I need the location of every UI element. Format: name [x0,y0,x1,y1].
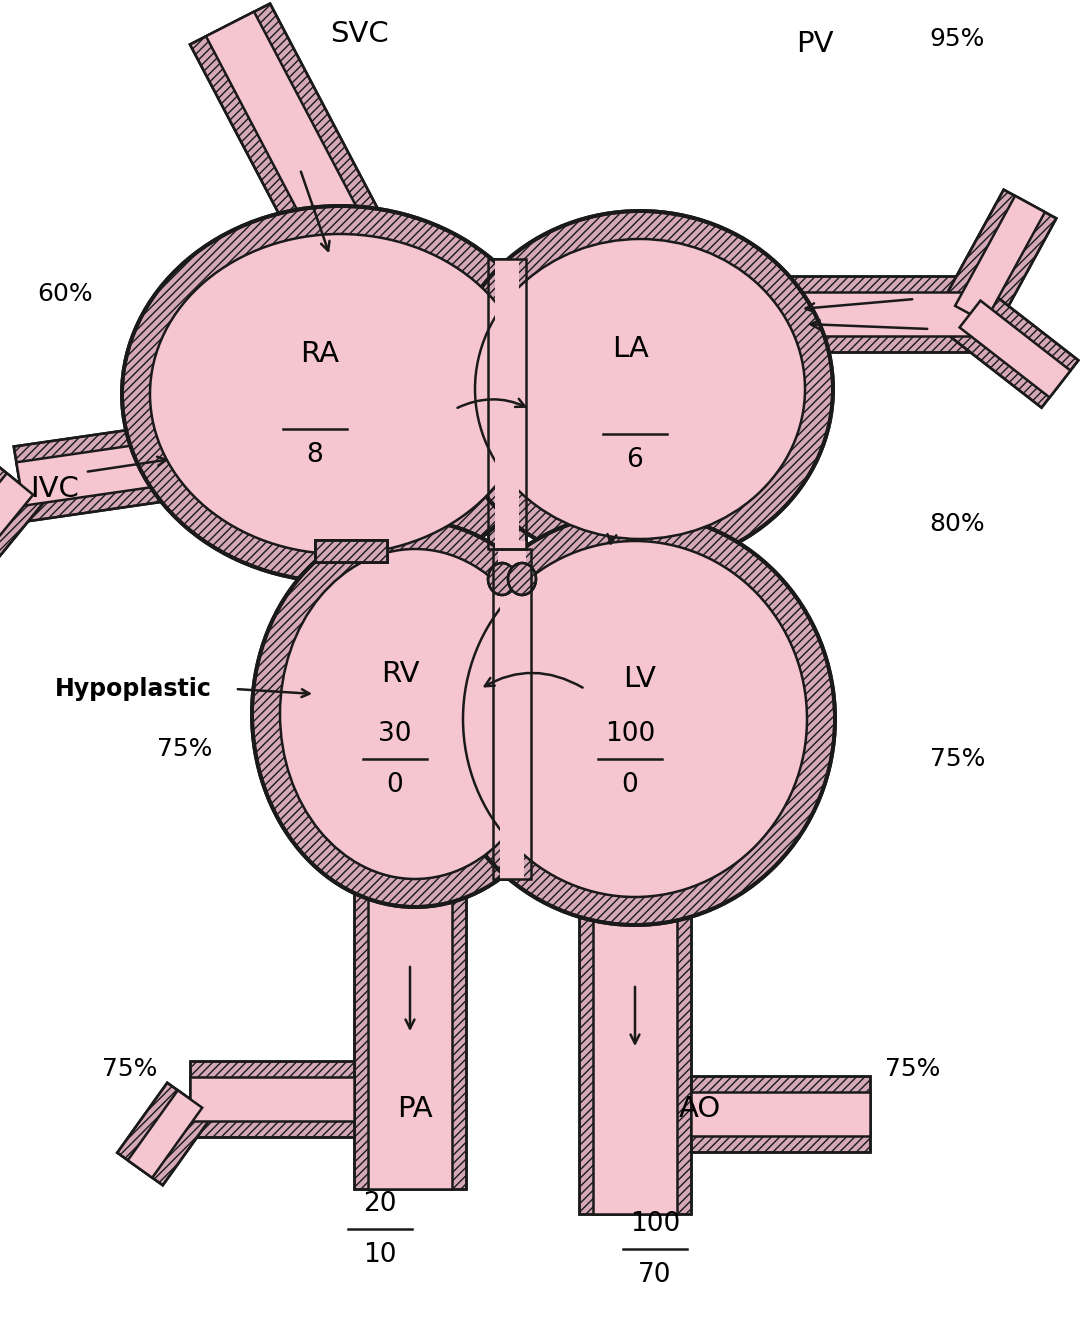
Bar [500,548,524,879]
Text: Hypoplastic: Hypoplastic [55,677,212,702]
Ellipse shape [252,521,578,907]
Ellipse shape [447,211,833,567]
Polygon shape [16,441,176,505]
Polygon shape [368,879,453,1189]
Text: 75%: 75% [158,737,213,761]
Text: 70: 70 [638,1262,672,1288]
Bar [315,540,387,562]
Bar [315,540,387,562]
Ellipse shape [508,563,536,595]
Polygon shape [14,425,178,521]
Bar [315,540,387,562]
Text: 100: 100 [630,1211,680,1236]
Ellipse shape [280,548,550,879]
Text: 8: 8 [307,442,323,468]
Bar [315,540,387,562]
Text: 75%: 75% [930,747,985,771]
Polygon shape [955,196,1045,323]
Text: 100: 100 [605,720,656,747]
Ellipse shape [435,513,835,925]
Ellipse shape [463,542,807,896]
Polygon shape [0,473,33,605]
Polygon shape [593,894,677,1214]
Polygon shape [691,1077,870,1152]
Text: RV: RV [381,660,419,688]
Bar [492,548,531,879]
Text: 0: 0 [387,771,403,798]
Ellipse shape [475,239,805,539]
Polygon shape [206,12,379,274]
Polygon shape [944,190,1056,328]
Polygon shape [0,465,43,613]
Bar [488,259,526,548]
Polygon shape [190,1077,354,1121]
Text: AO: AO [679,1095,721,1124]
Bar [495,259,519,548]
Bar [488,259,526,548]
Text: 0: 0 [622,771,638,798]
Polygon shape [579,894,691,1214]
Text: 6: 6 [626,448,644,473]
Bar [500,548,524,879]
Polygon shape [691,1091,870,1136]
Polygon shape [118,1083,213,1185]
Bar [488,259,526,548]
Text: RA: RA [300,340,339,368]
Polygon shape [190,1060,354,1137]
Text: 20: 20 [363,1191,396,1218]
Ellipse shape [488,563,516,595]
Polygon shape [951,290,1079,407]
Text: LA: LA [611,335,648,363]
Text: 95%: 95% [930,27,985,51]
Ellipse shape [122,206,558,582]
Bar [492,548,531,879]
Text: 80%: 80% [930,512,985,536]
Text: 75%: 75% [885,1056,940,1081]
Text: 30: 30 [378,720,411,747]
Polygon shape [190,4,395,282]
Bar [492,548,531,879]
Bar [498,542,526,579]
Polygon shape [780,276,970,352]
Text: IVC: IVC [30,474,79,503]
Text: SVC: SVC [330,20,390,48]
Polygon shape [354,879,465,1189]
Text: 75%: 75% [103,1056,158,1081]
Polygon shape [959,301,1070,398]
Text: LV: LV [623,665,657,694]
Bar [495,259,519,548]
Text: 10: 10 [363,1242,396,1267]
Polygon shape [780,292,970,336]
Text: PV: PV [796,30,834,58]
Text: PA: PA [397,1095,433,1124]
Polygon shape [127,1090,202,1177]
Ellipse shape [150,234,530,554]
Text: 60%: 60% [37,282,93,306]
